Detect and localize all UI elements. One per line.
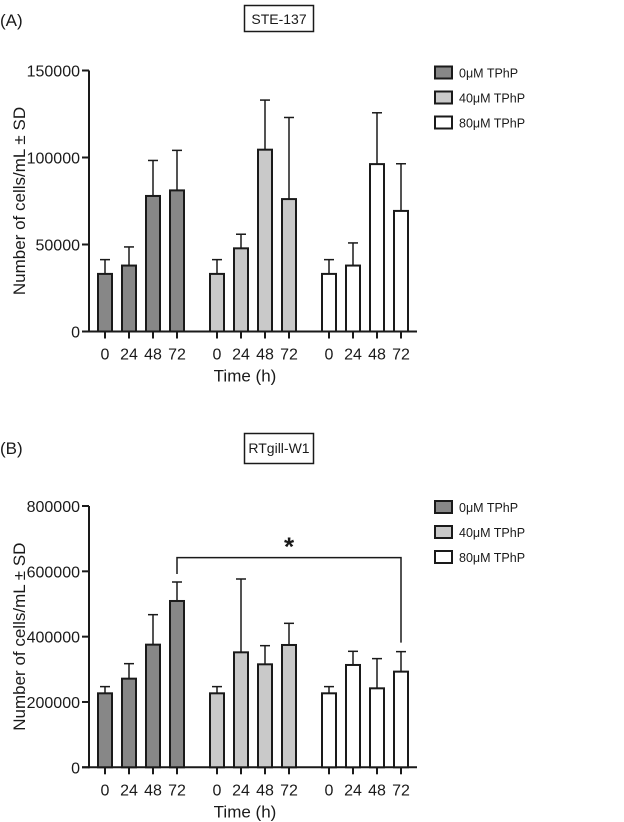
panel-a: (A) STE-137 0 50000 100000 150000 Number of ce… — [0, 4, 525, 386]
panel-label: (A) — [0, 11, 23, 30]
legend-swatch — [434, 90, 453, 105]
legend-label: 80μM TPhP — [459, 117, 525, 131]
bar — [233, 247, 249, 333]
y-tick-label: 150000 — [27, 64, 80, 81]
legend-swatch — [434, 115, 453, 130]
bar — [393, 209, 409, 333]
legend-swatch — [434, 65, 453, 80]
panel-label: (B) — [0, 439, 23, 458]
x-axis-label: Time (h) — [214, 367, 277, 386]
x-tick-label: 24 — [232, 782, 250, 799]
x-tick-label: 0 — [101, 782, 110, 799]
x-tick-label: 48 — [368, 347, 386, 364]
x-tick-label: 24 — [120, 782, 138, 799]
y-tick-label: 100000 — [27, 151, 80, 168]
x-tick-label: 0 — [213, 782, 222, 799]
x-tick-label: 48 — [144, 347, 162, 364]
x-tick-label: 48 — [256, 782, 274, 799]
x-tick-label: 0 — [325, 782, 334, 799]
legend-swatch — [434, 500, 453, 514]
panel-b: (B) RTgill-W1 0 200000 400000 600000 800000 Num… — [0, 432, 525, 821]
x-tick-label: 24 — [344, 347, 362, 364]
bar — [97, 272, 113, 333]
bar — [393, 670, 409, 769]
bar — [345, 663, 361, 769]
y-tick-label: 400000 — [27, 630, 80, 647]
x-tick-label: 72 — [392, 347, 410, 364]
y-tick-label: 800000 — [27, 499, 80, 516]
bar — [121, 264, 137, 333]
y-axis-label: Number of cells/mL ± SD — [10, 543, 29, 731]
bar — [369, 687, 385, 769]
x-tick-label: 48 — [368, 782, 386, 799]
x-tick-label: 72 — [168, 782, 186, 799]
bar — [321, 692, 337, 769]
bar — [169, 189, 185, 333]
chart-title: RTgill-W1 — [248, 440, 309, 456]
bar — [209, 272, 225, 333]
legend-swatch — [434, 550, 453, 564]
x-tick-label: 48 — [144, 782, 162, 799]
bar — [321, 272, 337, 333]
y-tick-label: 600000 — [27, 564, 80, 581]
y-tick-label: 0 — [71, 325, 80, 342]
bar — [345, 264, 361, 333]
legend-label: 40μM TPhP — [459, 92, 525, 106]
bar — [145, 194, 161, 333]
x-tick-label: 24 — [120, 347, 138, 364]
x-tick-label: 24 — [232, 347, 250, 364]
title-box — [243, 432, 315, 465]
y-tick-label: 200000 — [27, 695, 80, 712]
y-tick-label: 50000 — [36, 238, 81, 255]
x-tick-label: 72 — [280, 347, 298, 364]
bar — [145, 643, 161, 769]
bar — [281, 643, 297, 769]
legend-label: 0μM TPhP — [459, 67, 518, 81]
x-tick-label: 0 — [325, 347, 334, 364]
bar — [209, 692, 225, 769]
x-tick-label: 72 — [168, 347, 186, 364]
x-tick-label: 24 — [344, 782, 362, 799]
legend-label: 40μM TPhP — [459, 526, 525, 540]
significance-star: * — [284, 532, 295, 562]
bar — [369, 163, 385, 333]
bar — [97, 692, 113, 769]
y-axis-label: Number of cells/mL ± SD — [10, 107, 29, 295]
title-box — [243, 4, 315, 33]
legend-label: 80μM TPhP — [459, 551, 525, 565]
bar — [233, 651, 249, 769]
bar — [257, 148, 273, 333]
legend-swatch — [434, 525, 453, 539]
x-tick-label: 72 — [280, 782, 298, 799]
bar — [121, 677, 137, 769]
x-tick-label: 0 — [101, 347, 110, 364]
bar — [257, 663, 273, 769]
x-tick-label: 0 — [213, 347, 222, 364]
y-tick-label: 0 — [71, 760, 80, 777]
bar — [169, 599, 185, 769]
bar — [281, 198, 297, 333]
x-tick-label: 48 — [256, 347, 274, 364]
chart-title: STE-137 — [251, 11, 306, 27]
x-tick-label: 72 — [392, 782, 410, 799]
x-axis-label: Time (h) — [214, 802, 277, 821]
legend-label: 0μM TPhP — [459, 501, 518, 515]
significance-bracket — [176, 556, 402, 643]
